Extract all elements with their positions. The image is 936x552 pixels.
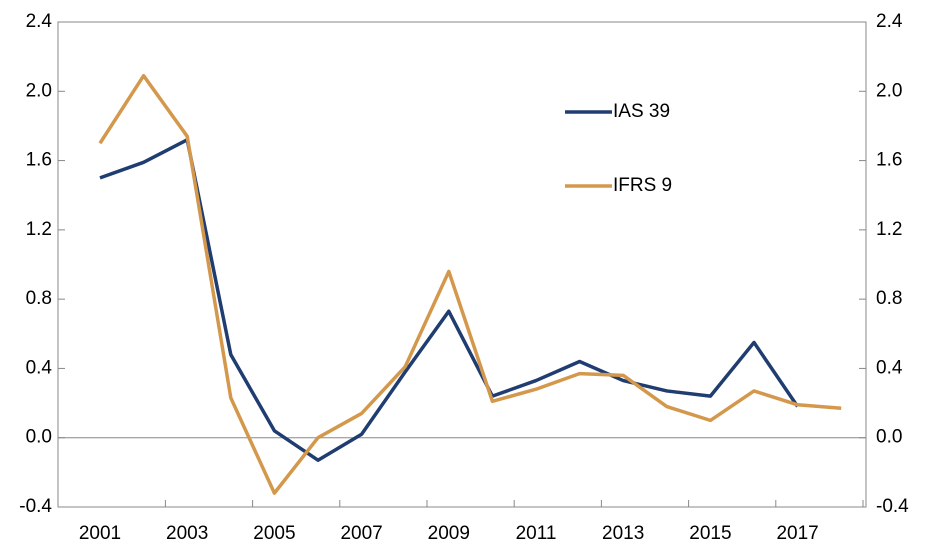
y-tick-label: 2.4	[26, 11, 53, 32]
y2-tick-label: 2.0	[876, 80, 902, 101]
legend-label: IFRS 9	[613, 175, 672, 196]
x-tick-label: 2005	[253, 523, 295, 544]
y2-tick-label: 0.0	[876, 427, 902, 448]
y2-tick-label: 0.8	[876, 288, 902, 309]
x-tick-label: 2013	[602, 523, 644, 544]
legend-label: IAS 39	[613, 101, 670, 122]
series-line	[98, 73, 842, 495]
y-tick-label: 2.0	[26, 80, 52, 101]
y-tick-label: 1.6	[26, 150, 52, 171]
x-tick-label: 2001	[79, 523, 121, 544]
y2-tick-label: 2.4	[876, 11, 903, 32]
x-tick-label: 2011	[516, 523, 557, 544]
plot-frame	[57, 21, 867, 508]
y2-tick-label: -0.4	[876, 496, 909, 517]
y2-tick-label: 1.2	[876, 219, 902, 240]
y2-tick-label: 1.6	[876, 150, 902, 171]
y-tick-label: -0.4	[19, 496, 52, 517]
y-tick-label: 0.0	[26, 427, 52, 448]
x-tick-label: 2003	[166, 523, 208, 544]
x-tick-label: 2015	[689, 523, 731, 544]
x-tick-label: 2007	[340, 523, 382, 544]
series-line	[99, 138, 800, 462]
y-tick-label: 1.2	[26, 219, 52, 240]
y-tick-label: 0.4	[26, 357, 53, 378]
y2-tick-label: 0.4	[876, 357, 903, 378]
x-tick-label: 2009	[428, 523, 470, 544]
y-tick-label: 0.8	[26, 288, 52, 309]
x-tick-label: 2017	[776, 523, 818, 544]
